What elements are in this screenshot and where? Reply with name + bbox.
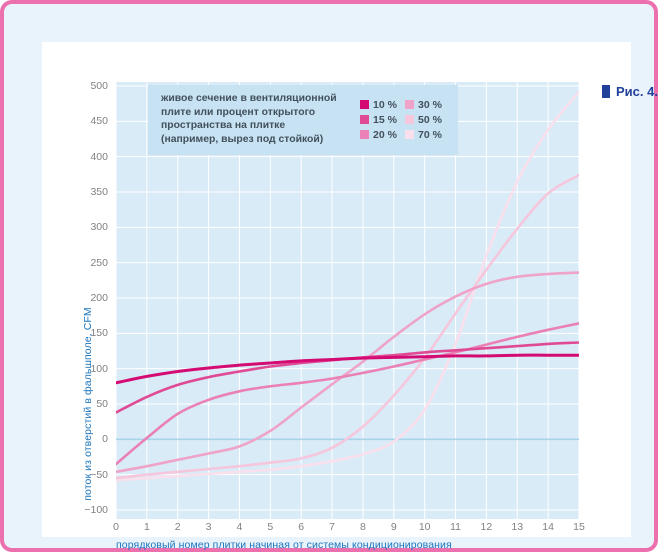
legend-description-line: живое сечение в вентиляционной bbox=[161, 93, 337, 104]
x-tick-label: 7 bbox=[329, 521, 335, 533]
legend-swatch-icon bbox=[405, 100, 414, 109]
series-line-10-percent bbox=[116, 353, 579, 385]
y-tick-label: 100 bbox=[90, 362, 108, 375]
series-line-30-percent bbox=[116, 271, 579, 474]
legend-item-label: 50 % bbox=[418, 113, 442, 126]
y-tick-label: 500 bbox=[90, 80, 108, 92]
x-tick-label: 4 bbox=[236, 521, 243, 533]
legend-item-label: 70 % bbox=[418, 128, 442, 141]
y-tick-label: −50 bbox=[90, 468, 108, 481]
figure-bullet-icon bbox=[602, 85, 610, 98]
series-line-70-percent bbox=[116, 90, 579, 482]
y-tick-label: 150 bbox=[90, 327, 108, 340]
legend-item-label: 15 % bbox=[373, 113, 397, 126]
y-tick-label: 300 bbox=[90, 221, 108, 234]
legend-column-1: 10 % 15 % 20 % bbox=[360, 98, 397, 141]
x-tick-label: 3 bbox=[205, 521, 212, 533]
x-tick-label: 11 bbox=[450, 521, 461, 533]
chart-legend: живое сечение в вентиляционной плите или… bbox=[148, 85, 458, 155]
legend-item: 50 % bbox=[405, 113, 442, 126]
x-tick-label: 8 bbox=[360, 521, 366, 533]
x-axis-title: порядковый номер плитки начиная от систе… bbox=[116, 539, 452, 551]
y-tick-label: 250 bbox=[90, 256, 108, 269]
x-tick-label: 13 bbox=[511, 521, 524, 533]
legend-item-label: 20 % bbox=[373, 128, 397, 141]
x-tick-label: 2 bbox=[174, 521, 181, 533]
y-tick-label: 50 bbox=[96, 398, 108, 410]
y-tick-label: 350 bbox=[90, 186, 108, 198]
figure-caption: Рис. 4. bbox=[602, 84, 658, 99]
legend-item-label: 10 % bbox=[373, 98, 397, 111]
legend-swatch-icon bbox=[405, 115, 414, 124]
legend-column-2: 30 % 50 % 70 % bbox=[405, 98, 442, 141]
figure-caption-text: Рис. 4. bbox=[616, 84, 658, 99]
y-tick-label: 0 bbox=[102, 433, 108, 446]
x-tick-label: 9 bbox=[390, 521, 397, 533]
x-tick-label: 14 bbox=[542, 521, 554, 533]
y-tick-label: −100 bbox=[84, 504, 108, 516]
legend-swatch-icon bbox=[360, 100, 369, 109]
x-tick-label: 10 bbox=[418, 521, 431, 533]
x-tick-label: 15 bbox=[573, 521, 585, 533]
x-tick-label: 12 bbox=[480, 521, 493, 533]
legend-description: живое сечение в вентиляционной плите или… bbox=[161, 92, 337, 146]
legend-item: 70 % bbox=[405, 128, 442, 141]
y-tick-label: 400 bbox=[90, 150, 108, 163]
legend-item-label: 30 % bbox=[418, 98, 442, 111]
legend-item: 20 % bbox=[360, 128, 397, 141]
y-tick-label: 200 bbox=[90, 292, 108, 304]
y-tick-label: 450 bbox=[90, 115, 108, 128]
legend-description-line: (например, вырез под стойкой) bbox=[161, 133, 324, 145]
x-tick-label: 6 bbox=[298, 521, 305, 533]
series-line-50-percent bbox=[116, 173, 579, 480]
legend-swatch-icon bbox=[405, 130, 414, 139]
x-tick-label: 5 bbox=[267, 521, 274, 533]
series-line-15-percent bbox=[116, 341, 579, 414]
y-axis-title: поток из отверстий в фальшполе, CFM bbox=[82, 307, 94, 501]
legend-item: 15 % bbox=[360, 113, 397, 126]
x-tick-label: 1 bbox=[143, 521, 150, 533]
series-line-20-percent bbox=[116, 322, 579, 466]
legend-swatch-icon bbox=[360, 115, 369, 124]
legend-item: 10 % bbox=[360, 98, 397, 111]
legend-description-line: пространства на плитке bbox=[161, 120, 286, 131]
legend-description-line: плите или процент открытого bbox=[161, 106, 316, 118]
legend-swatch-icon bbox=[360, 130, 369, 139]
x-tick-label: 0 bbox=[113, 521, 119, 533]
legend-item: 30 % bbox=[405, 98, 442, 111]
